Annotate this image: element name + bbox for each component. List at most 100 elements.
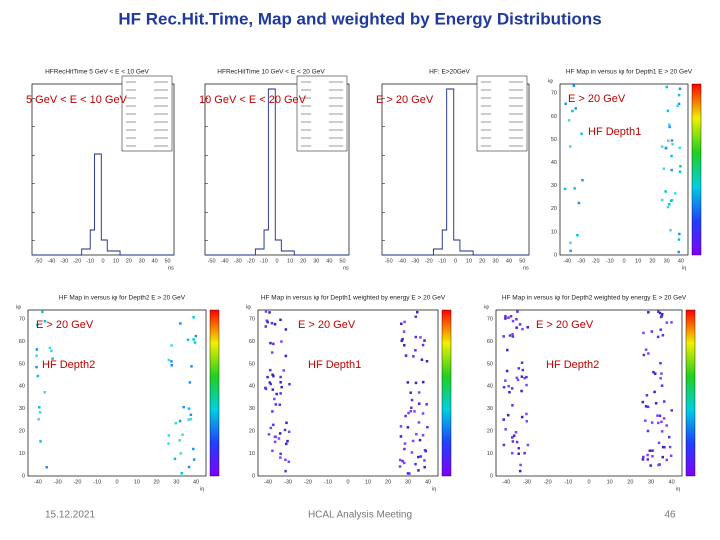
map-cell xyxy=(653,390,656,394)
map-cell xyxy=(520,389,523,393)
footer-date: 15.12.2021 xyxy=(45,510,95,521)
overlay-sublabel: HF Depth1 xyxy=(308,359,361,371)
footer-page: 46 xyxy=(664,510,676,521)
map-cell xyxy=(406,381,410,384)
map-cell xyxy=(642,353,646,357)
map-cell xyxy=(677,102,681,106)
color-bar xyxy=(691,83,702,256)
map-cell xyxy=(670,154,673,158)
map-cell xyxy=(509,315,513,318)
map-cell xyxy=(525,420,528,423)
map-cell xyxy=(518,323,522,326)
x-tick-label: 20 xyxy=(153,479,159,485)
map-cell xyxy=(278,403,282,406)
map-cell xyxy=(525,412,528,416)
map-cell xyxy=(186,338,190,342)
map-cell xyxy=(167,358,171,362)
overlay-label: E > 20 GeV xyxy=(36,319,94,331)
map-cell xyxy=(515,317,518,321)
map-cell xyxy=(421,433,425,437)
y-tick-label: 20 xyxy=(19,429,25,435)
x-tick-label: 0 xyxy=(275,258,278,264)
map-cell xyxy=(417,402,421,405)
footer-meeting: HCAL Analysis Meeting xyxy=(308,510,412,521)
map-cell xyxy=(678,232,681,236)
map-cell xyxy=(645,394,649,397)
overlay-sublabel: HF Depth2 xyxy=(42,359,95,371)
map-cell xyxy=(35,354,38,357)
y-tick-label: 60 xyxy=(551,114,557,120)
map-cell xyxy=(654,402,658,405)
map-cell xyxy=(670,168,673,172)
map-cell xyxy=(657,441,661,445)
x-tick-label: 10 xyxy=(113,258,119,264)
overlay-sublabel: HF Depth2 xyxy=(546,359,599,371)
x-tick-label: 10 xyxy=(607,479,613,485)
map-cell xyxy=(504,314,507,318)
x-axis-label: iη xyxy=(432,486,436,492)
map-cell xyxy=(511,332,514,336)
map-cell xyxy=(284,328,288,331)
map-cell xyxy=(37,418,40,421)
panel xyxy=(540,62,718,277)
y-tick-label: 60 xyxy=(249,339,255,345)
panel-title: HFRecHitTime 10 GeV < E < 20 GeV xyxy=(217,69,325,76)
map-cell xyxy=(641,458,645,461)
y-tick-label: 40 xyxy=(249,384,255,390)
map-cell xyxy=(525,375,528,379)
x-tick-label: -20 xyxy=(544,479,552,485)
map-cell xyxy=(663,400,666,403)
map-cell xyxy=(525,383,528,387)
plot-frame xyxy=(31,83,175,256)
x-tick-label: -40 xyxy=(398,258,406,264)
x-tick-label: -40 xyxy=(47,258,55,264)
map-cell xyxy=(644,348,648,351)
x-tick-label: 20 xyxy=(300,258,306,264)
y-tick-label: 30 xyxy=(19,406,25,412)
map-cell xyxy=(283,428,287,432)
plot-frame xyxy=(27,309,207,477)
x-tick-label: -10 xyxy=(324,479,332,485)
map-cell xyxy=(401,459,404,463)
map-cell xyxy=(520,361,524,364)
histogram-outline xyxy=(382,88,529,256)
map-cell xyxy=(507,316,510,319)
y-tick-label: 10 xyxy=(551,229,557,235)
y-tick-label: 10 xyxy=(487,451,493,457)
x-tick-label: 50 xyxy=(164,258,170,264)
map-cell xyxy=(511,319,515,323)
y-tick-label: 70 xyxy=(19,316,25,322)
x-tick-label: 0 xyxy=(346,479,349,485)
map-cell xyxy=(279,381,282,384)
map-cell xyxy=(577,201,581,205)
y-tick-label: 70 xyxy=(551,91,557,97)
plot-frame xyxy=(204,83,350,256)
map-cell xyxy=(511,436,514,439)
y-tick-label: 70 xyxy=(487,316,493,322)
map-cell xyxy=(285,442,288,446)
y-tick-label: 30 xyxy=(551,183,557,189)
map-cell xyxy=(400,339,403,343)
x-tick-label: 40 xyxy=(425,479,431,485)
map-cell xyxy=(403,447,406,451)
map-cell xyxy=(273,440,277,444)
map-cell xyxy=(279,456,282,459)
map-cell xyxy=(416,310,419,314)
map-cell xyxy=(502,335,505,338)
map-cell xyxy=(413,410,416,413)
overlay-label: 5 GeV < E < 10 GeV xyxy=(26,94,128,106)
map-cell xyxy=(51,357,54,360)
map-cell xyxy=(409,409,413,413)
y-tick-label: 0 xyxy=(22,473,25,479)
map-cell xyxy=(279,318,282,322)
map-cell xyxy=(656,414,659,417)
map-cell xyxy=(170,344,173,347)
map-cell xyxy=(521,368,525,372)
x-tick-label: 20 xyxy=(126,258,132,264)
map-cell xyxy=(656,335,660,339)
map-cell xyxy=(284,354,288,358)
y-tick-label: 0 xyxy=(490,473,493,479)
x-tick-label: 40 xyxy=(193,479,199,485)
map-cell xyxy=(646,453,649,457)
map-cell xyxy=(568,145,572,148)
